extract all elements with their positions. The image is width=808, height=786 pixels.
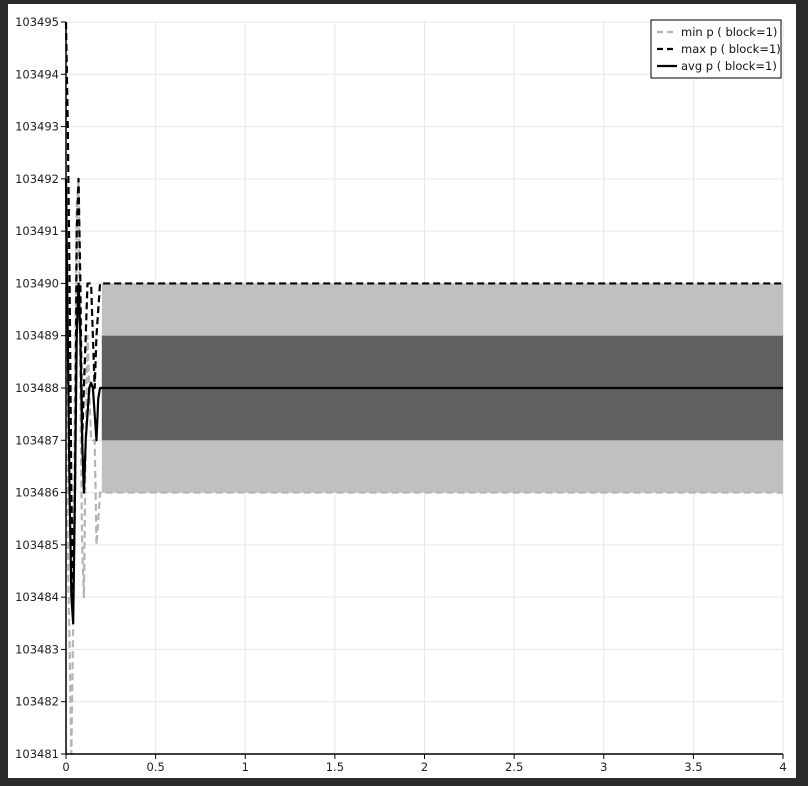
y-tick-label: 103481 — [15, 747, 59, 761]
series-lines — [64, 21, 783, 756]
series-line-3 — [64, 178, 783, 625]
tick-labels: 1034811034821034831034841034851034861034… — [15, 15, 787, 774]
y-tick-label: 103492 — [15, 172, 59, 186]
legend-label: max p ( block=1) — [681, 42, 781, 56]
y-tick-label: 103484 — [15, 590, 59, 604]
series-line-2 — [64, 21, 783, 599]
x-tick-label: 1 — [242, 760, 249, 774]
y-tick-label: 103487 — [15, 433, 59, 447]
series-line-1 — [64, 177, 783, 756]
y-tick-label: 103486 — [15, 486, 59, 500]
y-tick-label: 103495 — [15, 15, 59, 29]
y-tick-label: 103489 — [15, 329, 59, 343]
x-tick-label: 1.5 — [326, 760, 344, 774]
y-tick-label: 103491 — [15, 224, 59, 238]
chart-frame: 103481 103482 103483 103484 103485 103486 1034… — [8, 4, 796, 778]
x-tick-label: 3.5 — [684, 760, 702, 774]
x-tick-label: 2.5 — [505, 760, 523, 774]
y-tick-label: 103485 — [15, 538, 59, 552]
legend: min p ( block=1) max p ( block=1) avg p ( … — [650, 19, 782, 79]
x-tick-label: 2 — [421, 760, 428, 774]
legend-label: avg p ( block=1) — [681, 59, 777, 73]
y-tick-label: 103493 — [15, 120, 59, 134]
y-tick-label: 103482 — [15, 695, 59, 709]
y-tick-label: 103483 — [15, 642, 59, 656]
x-tick-label: 3 — [600, 760, 607, 774]
axes — [61, 21, 784, 759]
y-tick-label: 103494 — [15, 67, 59, 81]
y-tick-label: 103490 — [15, 276, 59, 290]
x-tick-label: 4 — [779, 760, 786, 774]
x-tick-label: 0.5 — [146, 760, 164, 774]
legend-label: min p ( block=1) — [681, 25, 777, 39]
y-tick-label: 103488 — [15, 381, 59, 395]
line-chart: 1034811034821034831034841034851034861034… — [15, 15, 787, 774]
x-tick-label: 0 — [62, 760, 69, 774]
